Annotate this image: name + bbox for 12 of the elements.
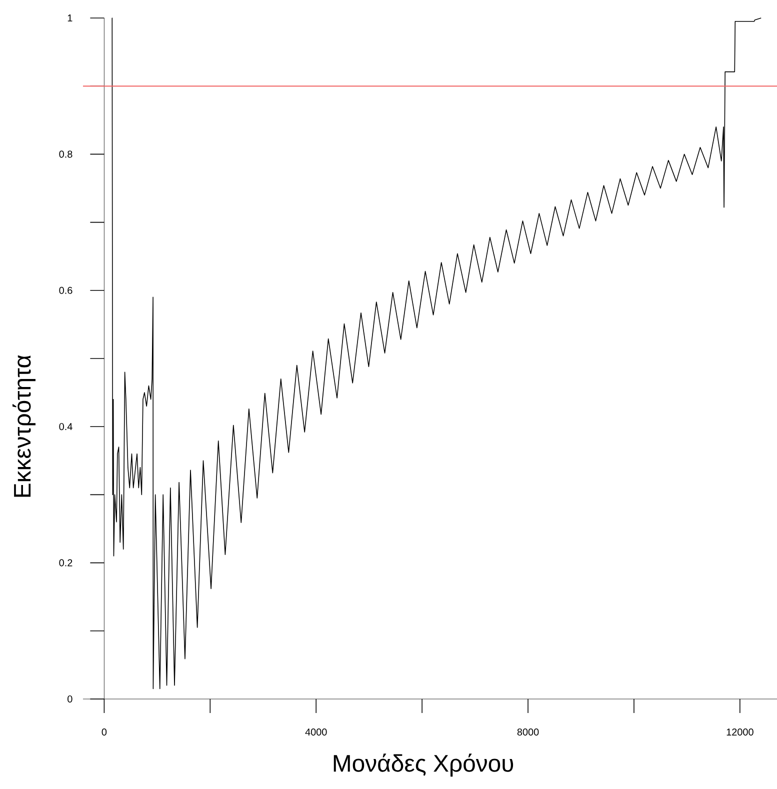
y-tick-label: 0.4: [59, 423, 72, 430]
y-tick-label: 0: [68, 695, 72, 703]
y-tick-label: 0.8: [59, 150, 72, 158]
x-tick-label: 12000: [726, 728, 754, 736]
y-axis-title: Εκκεντρότητα: [12, 355, 36, 497]
x-tick-label: 4000: [305, 728, 327, 736]
x-tick-label: 8000: [517, 728, 539, 736]
y-tick-label: 1: [68, 14, 72, 22]
x-axis-title: Μονάδες Χρόνου: [334, 754, 514, 777]
y-tick-label: 0.2: [59, 559, 72, 566]
x-tick-label: 0: [102, 728, 107, 736]
y-tick-label: 0.6: [59, 286, 72, 294]
